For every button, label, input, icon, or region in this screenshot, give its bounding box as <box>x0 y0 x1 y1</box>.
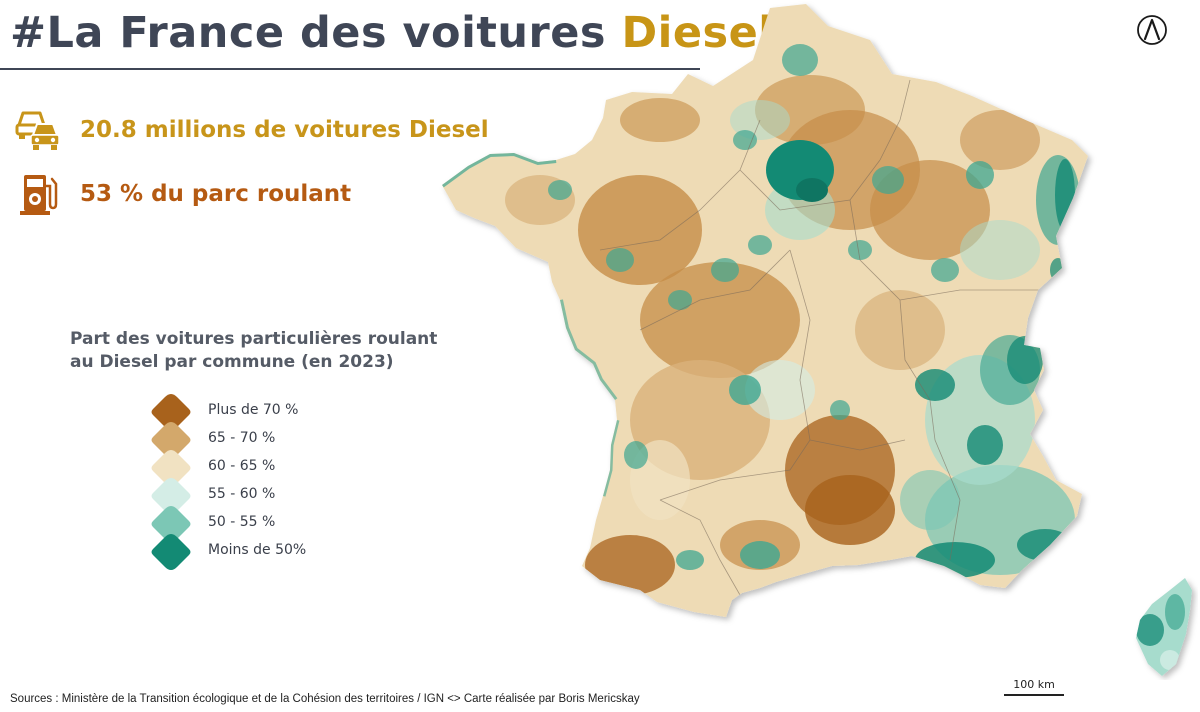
scale-label: 100 km <box>1013 678 1055 691</box>
legend-label: 55 - 60 % <box>208 486 276 502</box>
legend-swatch <box>151 450 191 486</box>
legend-swatch <box>151 506 191 542</box>
legend-swatch <box>151 422 191 458</box>
stat-fleet-share: 53 % du parc roulant <box>14 172 351 216</box>
north-arrow-icon <box>1137 15 1167 45</box>
title-underline <box>0 68 700 70</box>
france-map <box>442 4 1192 676</box>
title-prefix: #La France des voitures <box>10 8 606 58</box>
legend-title: Part des voitures particulières roulant … <box>70 329 438 372</box>
legend-swatch <box>151 534 191 570</box>
title-highlight: Diesel <box>621 8 774 58</box>
scale-bar: 100 km <box>1004 678 1064 696</box>
legend-label: 65 - 70 % <box>208 430 276 446</box>
stat-diesel-cars: 20.8 millions de voitures Diesel <box>14 108 489 152</box>
stat-fleet-share-text: 53 % du parc roulant <box>80 181 352 207</box>
scale-line <box>1004 694 1064 696</box>
cars-icon <box>14 108 62 152</box>
fuel-pump-icon <box>14 172 62 216</box>
legend-swatch <box>151 478 191 514</box>
legend-label: 60 - 65 % <box>208 458 276 474</box>
legend-label: Plus de 70 % <box>208 402 299 418</box>
legend-label: 50 - 55 % <box>208 514 276 530</box>
legend-label: Moins de 50% <box>208 542 307 558</box>
sources-credit: Sources : Ministère de la Transition éco… <box>10 693 640 705</box>
region-borders <box>599 79 1040 596</box>
legend-swatch <box>151 394 191 430</box>
page-title: #La France des voitures Diesel <box>10 8 774 58</box>
corsica-share-layer <box>1136 594 1185 670</box>
stat-diesel-cars-text: 20.8 millions de voitures Diesel <box>80 117 489 143</box>
